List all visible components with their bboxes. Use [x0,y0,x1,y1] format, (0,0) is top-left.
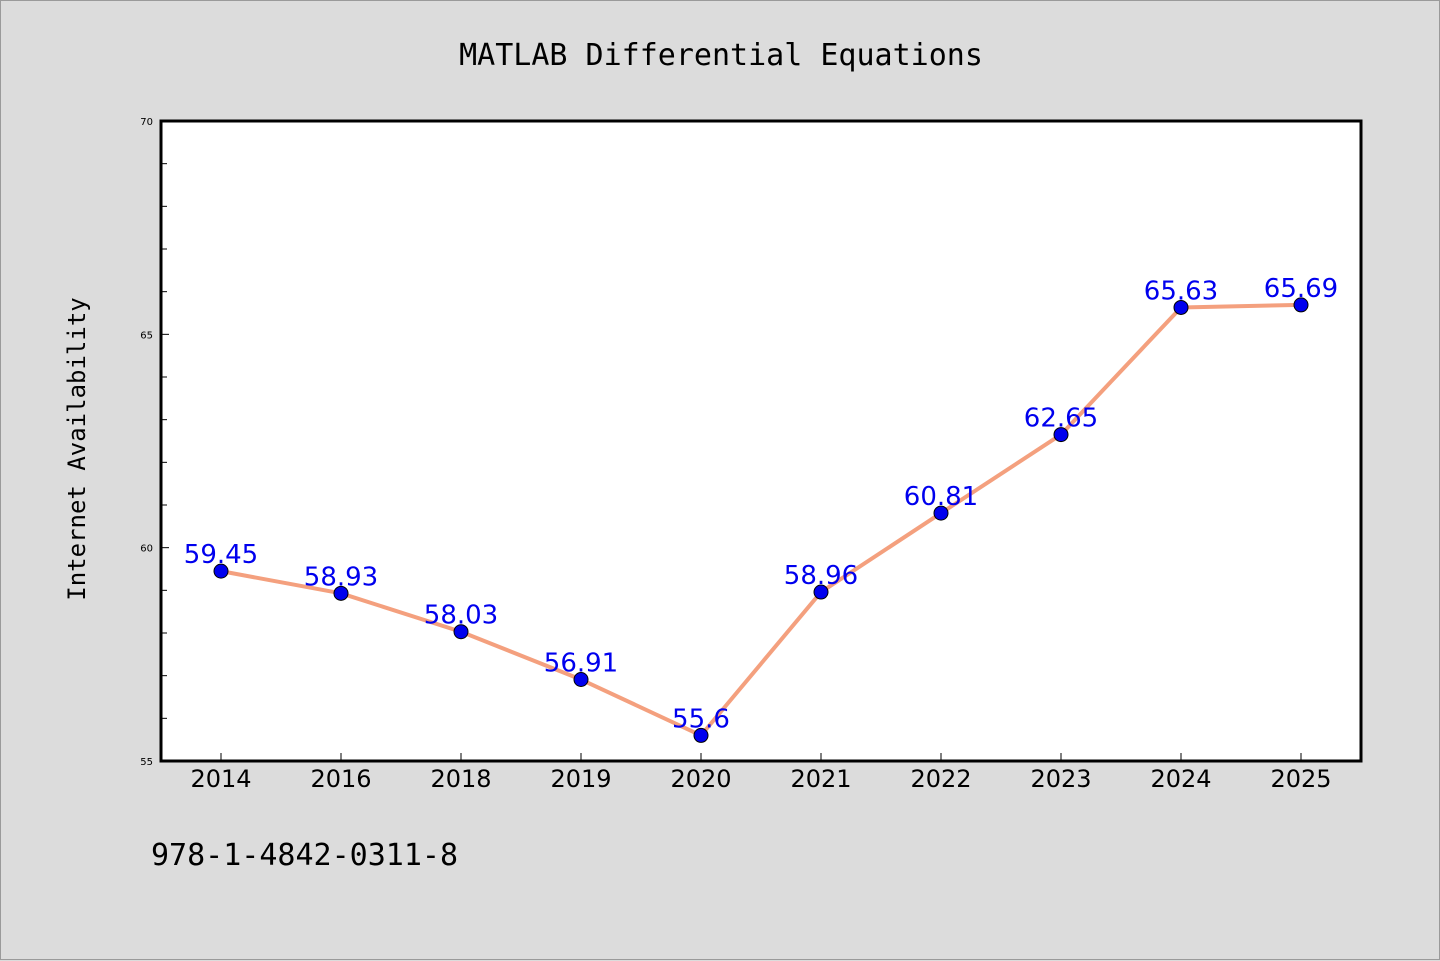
x-tick-label: 2021 [790,765,851,793]
data-point [1293,297,1309,313]
data-label: 62.65 [1024,404,1098,434]
data-point [213,563,229,579]
y-tick-label: 55 [140,757,153,768]
data-label: 58.03 [424,601,498,631]
data-point [1053,427,1069,443]
data-label: 60.81 [904,482,978,512]
y-axis-label: Internet Availability [63,297,91,600]
x-tick-label: 2019 [550,765,611,793]
x-tick-label: 2024 [1150,765,1211,793]
x-tick-label: 2018 [430,765,491,793]
data-point [933,505,949,521]
data-label: 56.91 [544,649,618,679]
data-label: 59.45 [184,540,258,570]
x-tick-label: 2020 [670,765,731,793]
series-markers [213,297,1309,743]
series-line [220,302,1302,738]
data-point [813,584,829,600]
data-label: 65.69 [1264,274,1338,304]
isbn-footer: 978-1-4842-0311-8 [151,838,458,873]
y-tick-label: 70 [140,117,153,128]
x-tick-label: 2022 [910,765,971,793]
x-axis-ticks: 2014 2016 2018 2019 2020 2021 2022 2023 2024 2025 [190,753,1332,793]
data-point [573,672,589,688]
data-point [333,585,349,601]
chart-title: MATLAB Differential Equations [459,38,983,73]
x-tick-label: 2025 [1270,765,1331,793]
data-point [1173,299,1189,315]
y-tick-label: 60 [140,544,153,555]
x-tick-label: 2016 [310,765,371,793]
x-tick-label: 2023 [1030,765,1091,793]
data-labels: 59.45 58.93 58.03 56.91 55.6 58.96 60.81 62.65 6… [184,274,1338,735]
data-label: 58.93 [304,562,378,592]
data-label: 55.6 [672,704,730,734]
data-label: 65.63 [1144,276,1218,306]
data-point [693,727,709,743]
data-point [453,624,469,640]
series-line-group [220,302,1302,738]
x-tick-label: 2014 [190,765,251,793]
y-tick-label: 65 [140,330,153,341]
data-label: 58.96 [784,561,858,591]
plot-area [159,119,1363,763]
y-axis-ticks: 55 60 65 70 [140,117,169,768]
